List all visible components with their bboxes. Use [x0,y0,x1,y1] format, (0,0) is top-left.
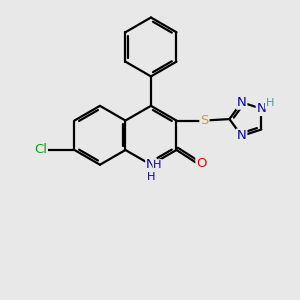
Text: N: N [237,96,247,109]
Text: O: O [196,157,207,170]
Text: S: S [200,114,208,127]
Text: N: N [146,158,156,171]
Text: H: H [153,160,162,170]
Text: H: H [266,98,274,108]
Text: N: N [256,102,266,115]
Text: H: H [147,172,155,182]
Text: Cl: Cl [34,143,47,157]
Text: N: N [237,129,247,142]
